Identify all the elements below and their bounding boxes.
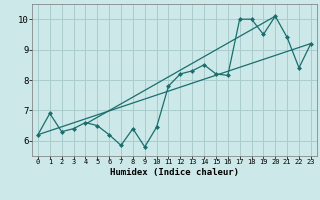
X-axis label: Humidex (Indice chaleur): Humidex (Indice chaleur) bbox=[110, 168, 239, 177]
